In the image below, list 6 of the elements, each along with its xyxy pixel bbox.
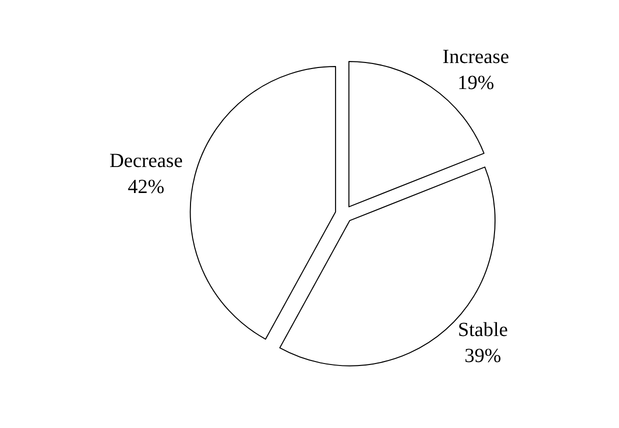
data-label: 19%: [458, 72, 494, 94]
slice-label: Increase: [442, 46, 510, 68]
data-label: 42%: [128, 176, 164, 198]
data-label: 39%: [464, 345, 502, 368]
slice-label: Decrease: [109, 150, 183, 172]
slice-label: Stable: [458, 319, 508, 342]
